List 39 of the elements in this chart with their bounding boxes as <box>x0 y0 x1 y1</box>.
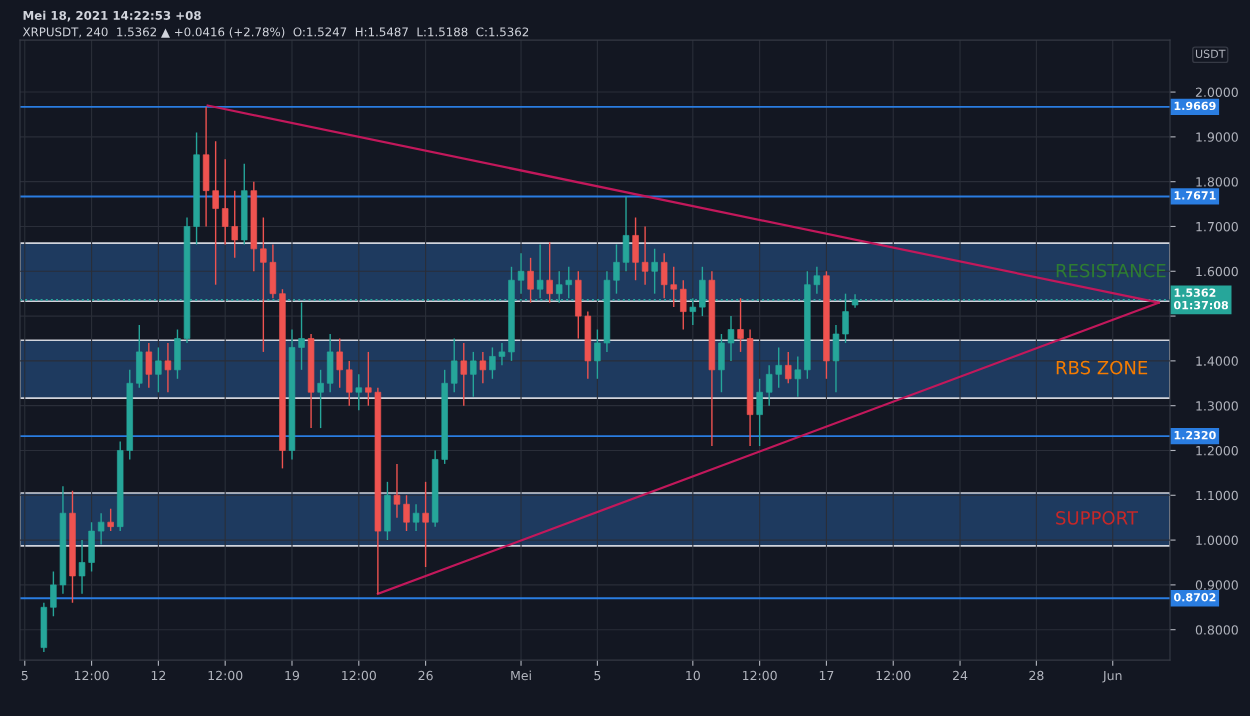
ref-line-label: 1.2320 <box>1174 430 1216 440</box>
x-tick-label: 12:00 <box>742 670 777 681</box>
x-tick-label: 12:00 <box>208 670 243 681</box>
band-label: SUPPORT <box>1056 511 1138 525</box>
x-tick-label: 10 <box>686 670 700 681</box>
x-tick-label: 5 <box>21 670 28 681</box>
x-tick-label: 5 <box>594 670 601 681</box>
y-tick-label: 1.6000 <box>1196 266 1238 277</box>
x-tick-label: 12:00 <box>876 670 911 681</box>
band-label: RBS ZONE <box>1056 360 1148 375</box>
y-tick-label: 0.9000 <box>1195 580 1238 590</box>
x-tick-label: 12:00 <box>74 670 109 681</box>
ref-line-label: 1.7671 <box>1174 191 1216 200</box>
x-tick-label: 12:00 <box>342 670 376 681</box>
x-tick-label: 12 <box>151 670 166 681</box>
y-tick-label: 0.8000 <box>1195 625 1238 635</box>
y-tick-label: 1.2000 <box>1196 445 1238 456</box>
x-tick-label: 19 <box>285 670 300 681</box>
x-tick-label: 28 <box>1029 670 1044 681</box>
y-tick-label: 1.1000 <box>1196 490 1238 501</box>
x-tick-label: 24 <box>953 670 968 681</box>
y-tick-label: 2.0000 <box>1195 87 1238 97</box>
y-axis-title: USDT <box>1195 49 1226 58</box>
y-tick-label: 1.8000 <box>1196 177 1238 187</box>
ref-line-label: 1.9669 <box>1174 101 1216 111</box>
x-tick-label: Jun <box>1102 670 1122 683</box>
y-tick-label: 1.7000 <box>1196 221 1238 232</box>
ref-line-label: 0.8702 <box>1173 593 1216 602</box>
x-tick-label: Mei <box>511 670 531 681</box>
y-tick-label: 1.9000 <box>1196 132 1238 142</box>
band-label: RESISTANCE <box>1056 263 1166 278</box>
ref-line-label: 1.5362 01:37:08 <box>1173 288 1229 310</box>
chart-subtitle: XRPUSDT, 240 1.5362 ▲ +0.0416 (+2.78%) O:1.5247 H:1.5487 L:1.5188 C:1.5362 <box>22 27 529 38</box>
chart-title: Mei 18, 2021 14:22:53 +08 <box>23 10 201 22</box>
y-tick-label: 1.4000 <box>1196 356 1238 366</box>
y-tick-label: 1.0000 <box>1196 535 1238 546</box>
x-tick-label: 17 <box>819 670 834 681</box>
x-tick-label: 26 <box>418 670 433 681</box>
y-tick-label: 1.3000 <box>1196 401 1238 411</box>
